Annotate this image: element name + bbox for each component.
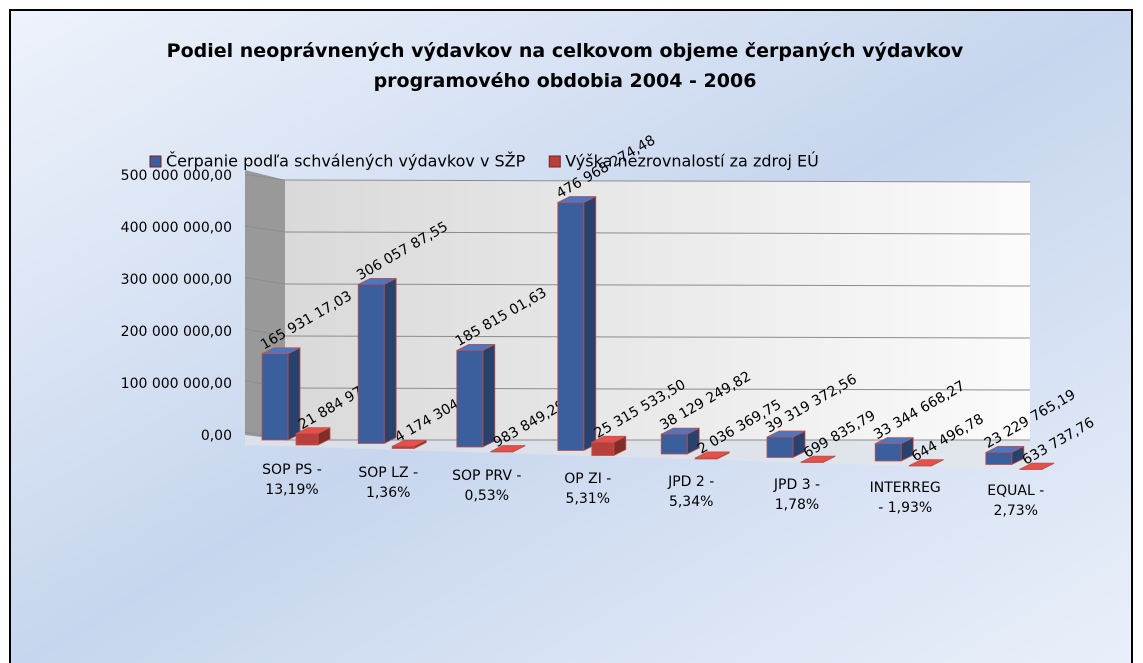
bar bbox=[985, 445, 1025, 466]
x-tick-label: 0,53% bbox=[465, 488, 509, 504]
floor bbox=[245, 435, 1030, 470]
bar bbox=[908, 459, 944, 467]
bar bbox=[456, 343, 496, 448]
x-tick-label: 2,73% bbox=[994, 503, 1038, 519]
grid-line bbox=[244, 328, 286, 337]
bar bbox=[660, 427, 700, 455]
y-tick-label: 100 000 000,00 bbox=[121, 376, 232, 392]
y-tick-label: 0,00 bbox=[201, 428, 232, 444]
bar bbox=[357, 277, 397, 445]
x-tick-label: INTERREG bbox=[870, 480, 941, 496]
legend-swatch bbox=[548, 155, 561, 168]
x-tick-label: SOP PS - bbox=[262, 462, 322, 478]
x-tick-label: SOP PRV - bbox=[452, 468, 521, 484]
x-tick-label: 13,19% bbox=[265, 482, 318, 498]
bar bbox=[261, 347, 301, 441]
y-tick-label: 500 000 000,00 bbox=[121, 168, 232, 184]
x-tick-label: JPD 2 - bbox=[667, 474, 714, 490]
x-tick-label: JPD 3 - bbox=[773, 477, 820, 493]
bar bbox=[766, 430, 806, 459]
y-tick-label: 300 000 000,00 bbox=[121, 272, 232, 288]
grid-line bbox=[244, 225, 286, 233]
grid-line bbox=[244, 277, 286, 285]
legend-label: Výška nezrovnalostí za zdroj EÚ bbox=[565, 152, 819, 171]
bar bbox=[1019, 462, 1055, 471]
y-tick-label: 200 000 000,00 bbox=[121, 324, 232, 340]
chart-title: Podiel neoprávnených výdavkov na celkovo… bbox=[166, 40, 964, 92]
bar bbox=[591, 435, 627, 457]
bar bbox=[557, 195, 597, 452]
x-tick-label: - 1,93% bbox=[878, 500, 932, 516]
x-tick-label: EQUAL - bbox=[987, 483, 1044, 499]
x-tick-label: 5,34% bbox=[669, 494, 713, 510]
bar bbox=[490, 444, 526, 453]
x-tick-label: SOP LZ - bbox=[358, 465, 418, 481]
bar bbox=[391, 439, 427, 450]
x-tick-label: 5,31% bbox=[566, 491, 610, 507]
bar bbox=[694, 451, 730, 460]
grid-line bbox=[284, 283, 1031, 287]
grid-line bbox=[284, 231, 1031, 235]
grid-line bbox=[284, 179, 1031, 183]
grid-line bbox=[284, 335, 1031, 339]
legend-label: Čerpanie podľa schválených výdavkov v SŽ… bbox=[166, 152, 526, 171]
bar bbox=[874, 437, 914, 462]
x-tick-label: OP ZI - bbox=[564, 471, 611, 487]
y-tick-label: 400 000 000,00 bbox=[121, 220, 232, 236]
grid-line bbox=[284, 387, 1031, 391]
legend-swatch bbox=[149, 155, 162, 168]
x-tick-label: 1,36% bbox=[366, 485, 410, 501]
x-tick-label: 1,78% bbox=[775, 497, 819, 513]
grid-line bbox=[244, 174, 286, 181]
bar bbox=[295, 426, 331, 446]
bar bbox=[800, 455, 836, 464]
